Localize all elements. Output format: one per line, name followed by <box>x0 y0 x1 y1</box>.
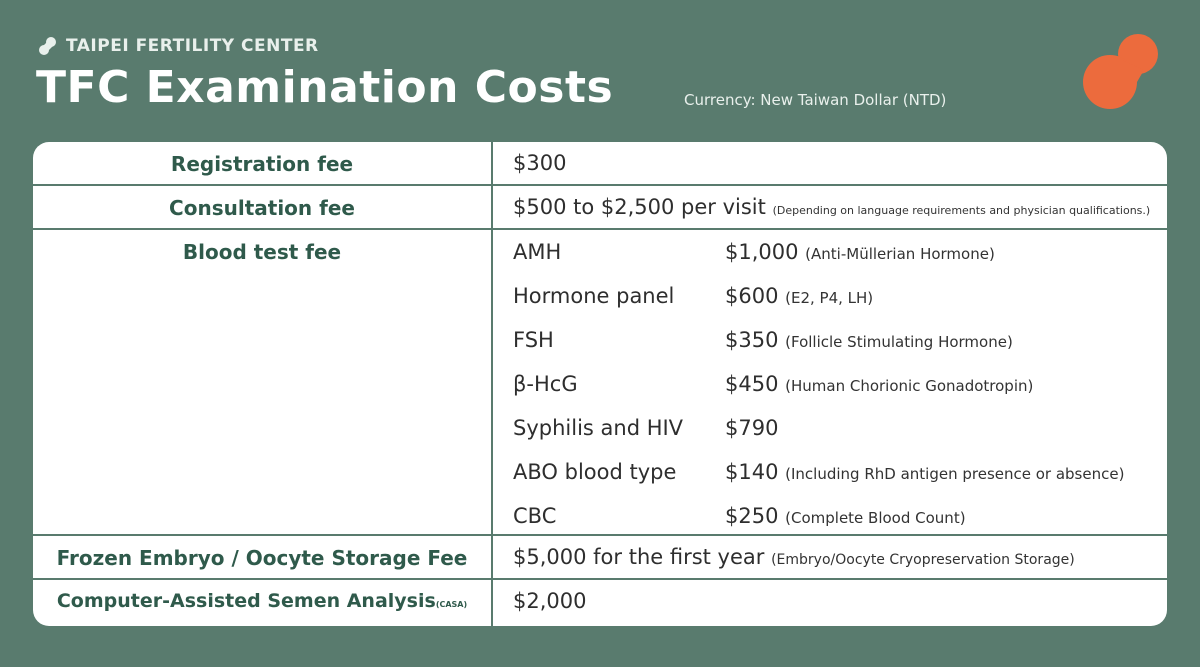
test-price: $450 <box>725 372 779 396</box>
list-item: ABO blood type $140 (Including RhD antig… <box>513 450 1167 494</box>
table-row-blood-test: Blood test fee AMH $1,000 (Anti-Mülleria… <box>33 230 1167 536</box>
test-price: $790 <box>725 416 779 440</box>
storage-note: (Embryo/Oocyte Cryopreservation Storage) <box>771 552 1075 568</box>
test-name: FSH <box>513 328 554 352</box>
storage-label: Frozen Embryo / Oocyte Storage Fee <box>56 546 468 570</box>
test-price: $1,000 <box>725 240 799 264</box>
casa-value: $2,000 <box>513 589 587 613</box>
blood-test-label: Blood test fee <box>182 240 342 264</box>
list-item: FSH $350 (Follicle Stimulating Hormone) <box>513 318 1167 362</box>
row-label-cell: Registration fee <box>33 142 493 184</box>
test-name: AMH <box>513 240 562 264</box>
currency-note: Currency: New Taiwan Dollar (NTD) <box>684 91 947 109</box>
list-item: Syphilis and HIV $790 <box>513 406 1167 450</box>
test-price: $140 <box>725 460 779 484</box>
table-row-casa: Computer-Assisted Semen Analysis(CASA) $… <box>33 580 1167 626</box>
test-note: (Human Chorionic Gonadotropin) <box>785 377 1034 395</box>
consultation-value: $500 to $2,500 per visit <box>513 195 766 219</box>
row-label-cell: Computer-Assisted Semen Analysis(CASA) <box>33 580 493 626</box>
table-row-registration: Registration fee $300 <box>33 142 1167 186</box>
test-name: ABO blood type <box>513 460 677 484</box>
row-value-cell: $500 to $2,500 per visit (Depending on l… <box>495 186 1167 228</box>
consultation-label: Consultation fee <box>169 196 355 220</box>
test-note: (Including RhD antigen presence or absen… <box>785 465 1125 483</box>
row-value-cell: $2,000 <box>495 580 1167 626</box>
casa-label: Computer-Assisted Semen Analysis <box>56 590 436 612</box>
test-price: $250 <box>725 504 779 528</box>
tfc-orange-logo-icon <box>1083 34 1158 109</box>
test-note: (Complete Blood Count) <box>785 509 966 527</box>
table-row-consultation: Consultation fee $500 to $2,500 per visi… <box>33 186 1167 230</box>
test-note: (Anti-Müllerian Hormone) <box>805 245 995 263</box>
row-label-cell: Frozen Embryo / Oocyte Storage Fee <box>33 536 493 578</box>
brand-header: TAIPEI FERTILITY CENTER <box>38 36 319 56</box>
test-name: CBC <box>513 504 557 528</box>
tfc-logo-icon <box>39 37 56 55</box>
list-item: AMH $1,000 (Anti-Müllerian Hormone) <box>513 230 1167 274</box>
test-name: β-HcG <box>513 372 578 396</box>
row-value-cell: $300 <box>495 142 1167 184</box>
blood-test-list: AMH $1,000 (Anti-Müllerian Hormone) Horm… <box>495 230 1167 534</box>
casa-abbrev: (CASA) <box>435 600 468 609</box>
page-title: TFC Examination Costs <box>36 62 614 113</box>
consultation-note: (Depending on language requirements and … <box>772 204 1151 217</box>
storage-value: $5,000 for the first year <box>513 545 765 569</box>
cost-table: Registration fee $300 Consultation fee $… <box>33 142 1167 626</box>
test-name: Syphilis and HIV <box>513 416 684 440</box>
list-item: Hormone panel $600 (E2, P4, LH) <box>513 274 1167 318</box>
test-note: (Follicle Stimulating Hormone) <box>785 333 1013 351</box>
row-value-cell: $5,000 for the first year (Embryo/Oocyte… <box>495 536 1167 578</box>
test-price: $600 <box>725 284 779 308</box>
registration-value: $300 <box>513 151 567 175</box>
table-row-storage: Frozen Embryo / Oocyte Storage Fee $5,00… <box>33 536 1167 580</box>
row-label-cell: Blood test fee <box>33 230 493 534</box>
test-price: $350 <box>725 328 779 352</box>
test-name: Hormone panel <box>513 284 675 308</box>
registration-label: Registration fee <box>170 152 354 176</box>
test-note: (E2, P4, LH) <box>785 289 874 307</box>
brand-name: TAIPEI FERTILITY CENTER <box>66 36 319 56</box>
row-label-cell: Consultation fee <box>33 186 493 228</box>
list-item: CBC $250 (Complete Blood Count) <box>513 494 1167 538</box>
list-item: β-HcG $450 (Human Chorionic Gonadotropin… <box>513 362 1167 406</box>
